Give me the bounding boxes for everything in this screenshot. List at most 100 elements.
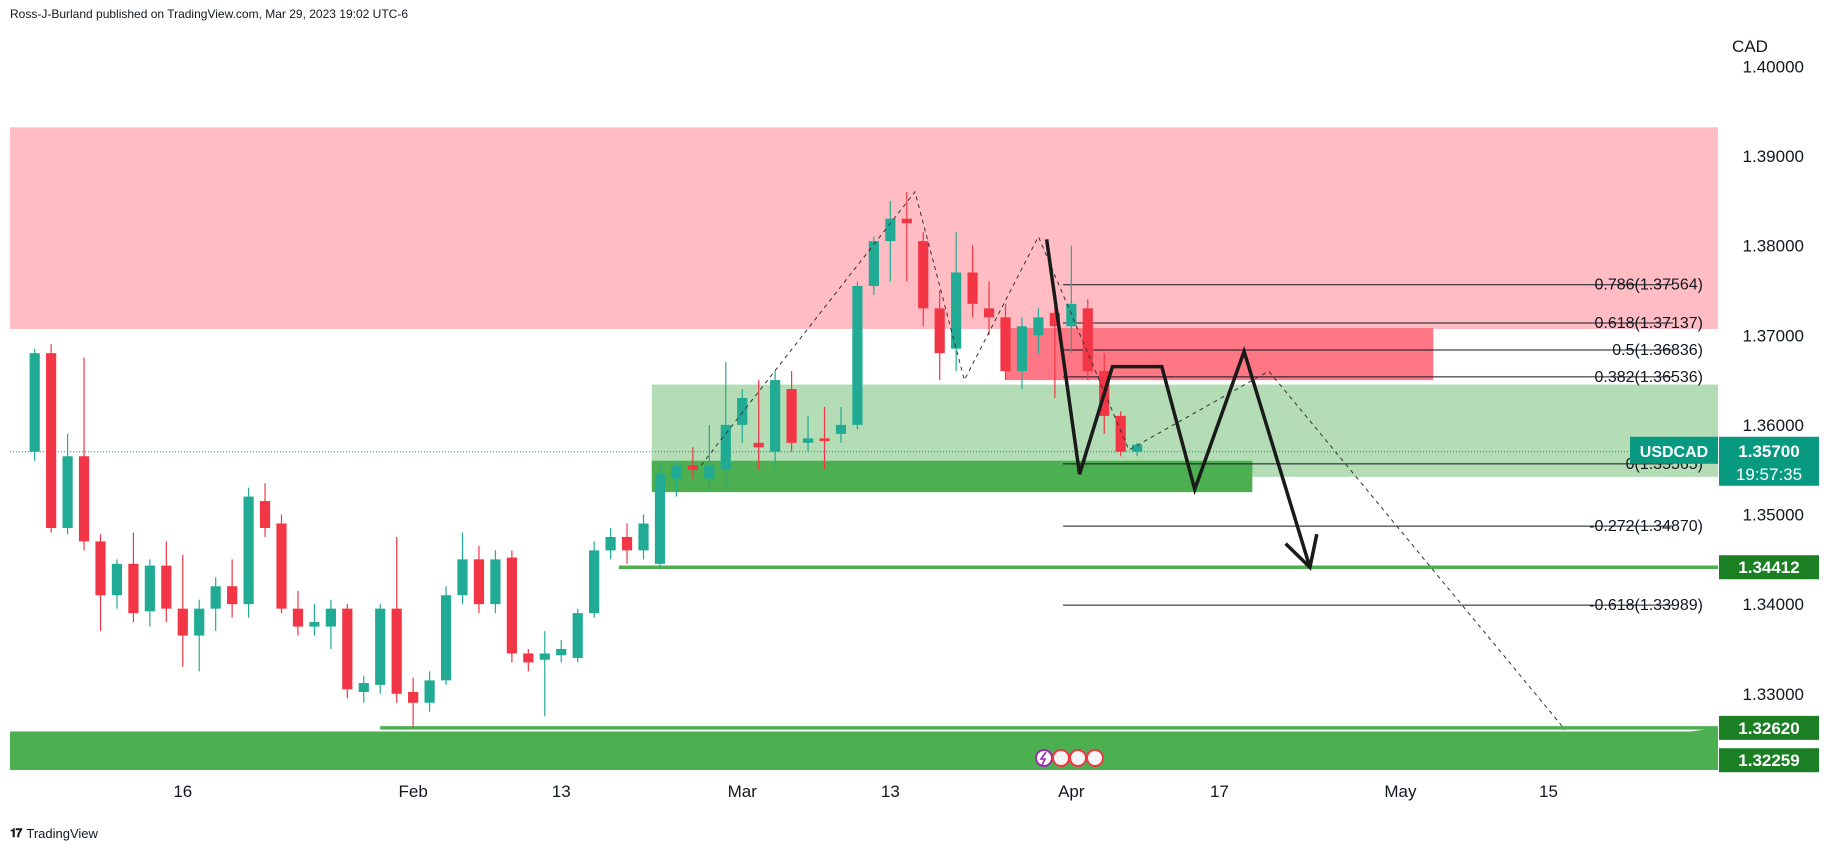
- zigzag-dashed-path[interactable]: [700, 190, 1566, 730]
- x-axis-tick-label: 16: [173, 782, 192, 801]
- candle-body[interactable]: [46, 353, 57, 528]
- candle-body[interactable]: [375, 608, 386, 685]
- candle-body[interactable]: [1082, 308, 1093, 372]
- candle-body[interactable]: [770, 380, 781, 452]
- candle-body[interactable]: [78, 456, 90, 542]
- fibonacci-layer: 0.786(1.37564) 0.618(1.37137) 0.5(1.36836)…: [1063, 277, 1703, 614]
- candle-body[interactable]: [259, 501, 271, 528]
- y-axis-tick-label: 1.33000: [1743, 685, 1804, 704]
- candle-body[interactable]: [111, 563, 123, 596]
- candle-body[interactable]: [490, 559, 501, 605]
- candle-body[interactable]: [227, 586, 238, 605]
- candle-body[interactable]: [572, 613, 583, 658]
- candle-body[interactable]: [1066, 303, 1077, 327]
- lightning-event-icon: [1035, 749, 1053, 767]
- y-axis-tick-label: 1.38000: [1743, 237, 1804, 256]
- candle-body[interactable]: [391, 608, 402, 694]
- candle-body[interactable]: [983, 308, 995, 318]
- candle-body[interactable]: [440, 595, 452, 681]
- candle-body[interactable]: [885, 218, 896, 242]
- candle-body[interactable]: [161, 565, 172, 609]
- candle-body[interactable]: [309, 622, 320, 627]
- candle-body[interactable]: [473, 559, 485, 605]
- candle-body[interactable]: [408, 692, 419, 703]
- candle-body[interactable]: [1115, 415, 1126, 452]
- support-tag-1-32620[interactable]: [1719, 715, 1819, 740]
- fib-level-label: 0.618(1.37137): [1594, 315, 1703, 332]
- candle-body[interactable]: [671, 465, 682, 479]
- candle-body[interactable]: [29, 353, 40, 452]
- candle-body[interactable]: [1016, 326, 1028, 372]
- supply-zone[interactable]: [10, 127, 1718, 329]
- candle-body[interactable]: [918, 241, 929, 309]
- candle-body[interactable]: [605, 536, 616, 551]
- candle-body[interactable]: [506, 557, 517, 654]
- candle-body[interactable]: [868, 241, 879, 286]
- candle-body[interactable]: [737, 398, 748, 425]
- zones-layer: [10, 127, 1718, 770]
- candle-body[interactable]: [967, 272, 978, 304]
- x-axis-tick-label: 17: [1210, 782, 1229, 801]
- candle-body[interactable]: [325, 608, 336, 627]
- tradingview-brand[interactable]: 𝟏𝟕 TradingView: [10, 826, 98, 841]
- candle-body[interactable]: [276, 523, 287, 609]
- price-tag-label: 1.32259: [1738, 751, 1799, 770]
- candle-body[interactable]: [243, 496, 254, 605]
- y-axis-tick-label: 1.35000: [1743, 506, 1804, 525]
- candle-body[interactable]: [852, 285, 863, 425]
- candle-body[interactable]: [901, 218, 912, 224]
- red-order-block[interactable]: [1005, 328, 1434, 381]
- candle-body[interactable]: [144, 565, 155, 612]
- candle-body[interactable]: [687, 465, 698, 470]
- candle-body[interactable]: [194, 608, 205, 636]
- candle-body[interactable]: [802, 438, 814, 443]
- candle-body[interactable]: [1033, 317, 1044, 336]
- candle-body[interactable]: [128, 563, 139, 614]
- candle-body[interactable]: [457, 559, 468, 596]
- x-axis-tick-label: Apr: [1058, 782, 1085, 801]
- symbol-tag[interactable]: [1630, 436, 1718, 464]
- y-axis-tick-label: 1.39000: [1743, 147, 1804, 166]
- candle-body[interactable]: [210, 586, 221, 609]
- candle-body[interactable]: [424, 680, 435, 703]
- candle-body[interactable]: [835, 424, 847, 434]
- candle-body[interactable]: [654, 474, 666, 564]
- candle-body[interactable]: [95, 541, 106, 596]
- candle-body[interactable]: [951, 272, 962, 349]
- candle-body[interactable]: [539, 653, 550, 660]
- candle-body[interactable]: [62, 456, 73, 528]
- candle-body[interactable]: [358, 683, 369, 693]
- candle-body[interactable]: [177, 608, 188, 636]
- countdown-label: 19:57:35: [1736, 465, 1802, 484]
- publisher-header: Ross-J-Burland published on TradingView.…: [10, 7, 408, 21]
- candle-body[interactable]: [819, 438, 830, 442]
- candle-body[interactable]: [292, 608, 304, 627]
- candle-body[interactable]: [1049, 312, 1060, 327]
- x-axis-tick-label: 15: [1539, 782, 1558, 801]
- x-axis-tick-label: Mar: [728, 782, 758, 801]
- candle-body[interactable]: [589, 550, 600, 614]
- candle-body[interactable]: [786, 389, 797, 443]
- candle-body[interactable]: [621, 536, 633, 551]
- demand-strong-zone[interactable]: [651, 460, 1253, 493]
- candle-body[interactable]: [1000, 317, 1011, 372]
- bottom-support-zone[interactable]: [10, 731, 1718, 770]
- projection-path[interactable]: [1044, 239, 1312, 568]
- candle-body[interactable]: [720, 424, 731, 470]
- fib-level-label: 0.5(1.36836): [1612, 342, 1703, 359]
- projection-arrow-head-icon: [1284, 533, 1319, 571]
- candle-body[interactable]: [523, 653, 534, 663]
- events-icon-group[interactable]: [1035, 749, 1104, 767]
- rising-trendline[interactable]: [1482, 727, 1718, 763]
- support-tag-1-34412[interactable]: [1719, 555, 1819, 580]
- candle-body[interactable]: [934, 308, 945, 354]
- candle-body[interactable]: [1132, 444, 1143, 452]
- candle-body[interactable]: [342, 608, 353, 690]
- last-price-tag[interactable]: [1719, 436, 1819, 486]
- candle-body[interactable]: [638, 523, 649, 551]
- support-tag-1-32259[interactable]: [1719, 748, 1819, 773]
- candle-body[interactable]: [753, 442, 764, 448]
- candle-body[interactable]: [556, 648, 567, 656]
- candle-body[interactable]: [704, 465, 715, 479]
